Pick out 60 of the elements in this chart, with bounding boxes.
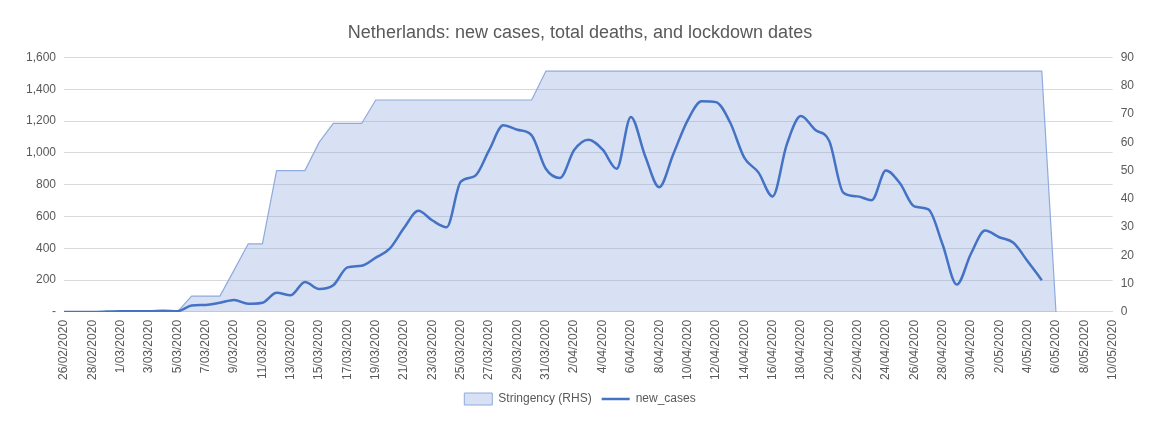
x-tick-label: 5/03/2020 (169, 319, 184, 374)
x-tick-label: 7/03/2020 (198, 319, 213, 374)
x-tick-label: 21/03/2020 (396, 319, 411, 380)
x-tick-label: 9/03/2020 (226, 319, 241, 374)
x-tick-label: 15/03/2020 (311, 319, 326, 380)
y2-tick-label: 80 (1120, 78, 1135, 93)
x-tick-label: 20/04/2020 (821, 319, 836, 380)
y2-tick-label: 90 (1120, 49, 1135, 64)
x-tick-label: 14/04/2020 (736, 319, 751, 380)
x-tick-label: 8/04/2020 (651, 319, 666, 374)
x-tick-label: 17/03/2020 (339, 319, 354, 380)
x-tick-label: 23/03/2020 (424, 319, 439, 380)
x-tick-label: 26/02/2020 (56, 319, 71, 380)
x-tick-label: 28/04/2020 (934, 319, 949, 380)
y-tick-label: - (52, 304, 57, 319)
y2-tick-label: 20 (1120, 247, 1135, 262)
x-tick-label: 4/05/2020 (1019, 319, 1034, 374)
x-tick-label: 2/04/2020 (566, 319, 581, 374)
y-tick-label: 600 (36, 208, 57, 223)
y2-tick-label: 40 (1120, 191, 1135, 206)
x-tick-label: 10/04/2020 (679, 319, 694, 380)
x-tick-label: 2/05/2020 (991, 319, 1006, 374)
chart-title: Netherlands: new cases, total deaths, and lockdown dates (347, 21, 813, 42)
x-tick-label: 13/03/2020 (283, 319, 298, 380)
x-tick-label: 3/03/2020 (141, 319, 156, 374)
y2-tick-label: 50 (1120, 162, 1135, 177)
x-tick-label: 19/03/2020 (368, 319, 383, 380)
x-tick-label: 18/04/2020 (793, 319, 808, 380)
x-tick-label: 24/04/2020 (878, 319, 893, 380)
y2-tick-label: 60 (1120, 134, 1135, 149)
y2-tick-label: 0 (1120, 304, 1128, 319)
x-tick-label: 11/03/2020 (254, 319, 269, 380)
x-tick-label: 10/05/2020 (1104, 319, 1119, 380)
y-tick-label: 1,000 (26, 145, 57, 160)
x-tick-label: 29/03/2020 (509, 319, 524, 380)
y-tick-label: 1,400 (26, 81, 57, 96)
x-tick-label: 8/05/2020 (1076, 319, 1091, 374)
y-tick-label: 200 (36, 272, 57, 287)
x-tick-label: 1/03/2020 (113, 319, 128, 374)
y-tick-label: 1,200 (26, 113, 57, 128)
x-tick-label: 12/04/2020 (708, 319, 723, 380)
y-tick-label: 400 (36, 240, 57, 255)
x-tick-label: 28/02/2020 (84, 319, 99, 380)
x-tick-label: 6/05/2020 (1048, 319, 1063, 374)
x-tick-label: 25/03/2020 (453, 319, 468, 380)
x-tick-label: 16/04/2020 (764, 319, 779, 380)
x-tick-label: 4/04/2020 (594, 319, 609, 374)
y-tick-label: 800 (36, 177, 57, 192)
x-tick-label: 26/04/2020 (906, 319, 921, 380)
legend-label: Stringency (RHS) (498, 391, 592, 406)
y2-tick-label: 30 (1120, 219, 1135, 234)
y-tick-label: 1,600 (26, 49, 57, 64)
legend-label: new_cases (635, 391, 696, 406)
y2-tick-label: 70 (1120, 106, 1135, 121)
x-tick-label: 22/04/2020 (849, 319, 864, 380)
x-tick-label: 6/04/2020 (623, 319, 638, 374)
y2-tick-label: 10 (1120, 275, 1135, 290)
x-tick-label: 31/03/2020 (538, 319, 553, 380)
x-tick-label: 30/04/2020 (963, 319, 978, 380)
x-tick-label: 27/03/2020 (481, 319, 496, 380)
